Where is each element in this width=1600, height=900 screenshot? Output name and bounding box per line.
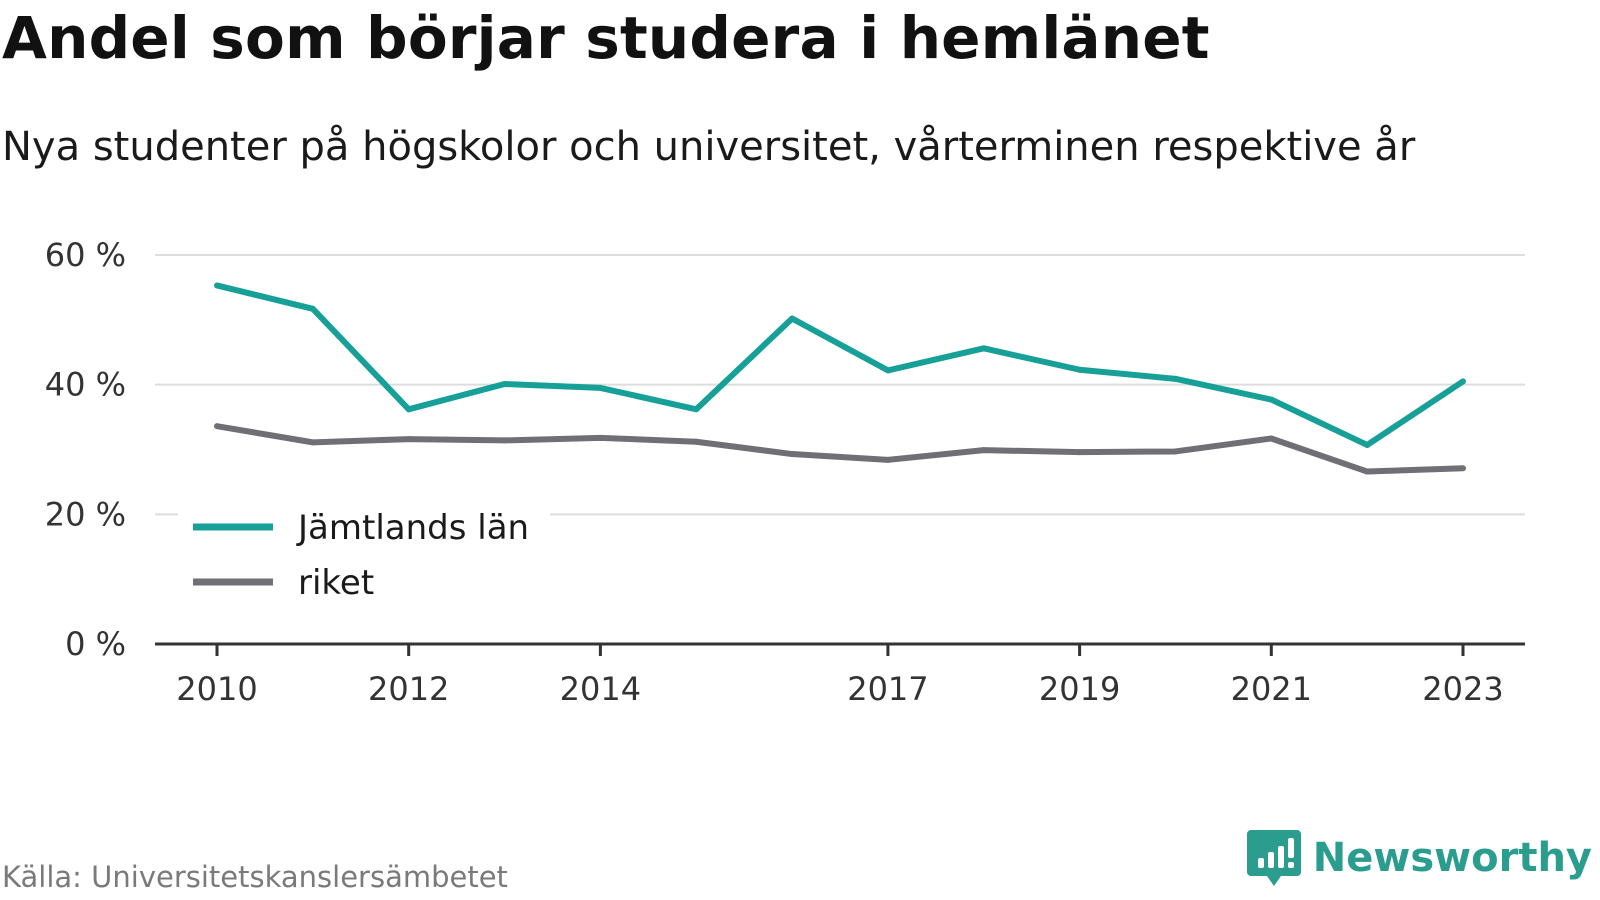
data-point bbox=[501, 437, 508, 444]
brand-logo: Newsworthy bbox=[1246, 828, 1592, 888]
data-point bbox=[884, 456, 891, 463]
x-tick-label: 2012 bbox=[368, 670, 449, 708]
data-point bbox=[789, 315, 796, 322]
data-point bbox=[214, 423, 220, 430]
y-tick-label: 0 % bbox=[65, 625, 126, 663]
series-line-1 bbox=[216, 282, 1465, 448]
data-point bbox=[980, 345, 987, 352]
legend-background bbox=[178, 498, 550, 618]
data-point bbox=[1076, 449, 1083, 456]
legend-label: riket bbox=[298, 563, 374, 603]
data-point bbox=[1364, 441, 1371, 448]
data-point bbox=[789, 451, 796, 458]
x-tick-label: 2010 bbox=[176, 670, 257, 708]
data-point bbox=[1172, 375, 1179, 382]
data-point bbox=[1460, 378, 1466, 385]
y-tick-label: 40 % bbox=[45, 366, 126, 404]
axes: 0 % 20 % 40 % 60 % 2010 2012 2014 2017 2019 2021 2… bbox=[45, 236, 1525, 708]
data-point bbox=[405, 436, 412, 443]
data-point bbox=[501, 381, 508, 388]
x-tick-label: 2019 bbox=[1039, 670, 1120, 708]
data-point bbox=[884, 367, 891, 374]
gridlines bbox=[155, 254, 1525, 516]
data-point bbox=[1268, 435, 1275, 442]
x-tick-label: 2021 bbox=[1231, 670, 1312, 708]
brand-name: Newsworthy bbox=[1312, 835, 1592, 881]
data-point bbox=[309, 439, 316, 446]
data-point bbox=[980, 447, 987, 454]
data-point bbox=[214, 282, 220, 289]
data-point bbox=[693, 406, 700, 413]
x-tick-label: 2023 bbox=[1422, 670, 1503, 708]
data-point bbox=[693, 438, 700, 445]
legend: Jämtlands län riket bbox=[178, 498, 550, 618]
data-point bbox=[1172, 448, 1179, 455]
data-point bbox=[1460, 465, 1466, 472]
source-note: Källa: Universitetskanslersämbetet bbox=[2, 860, 508, 894]
data-point bbox=[405, 406, 412, 413]
data-point bbox=[1364, 468, 1371, 475]
series-line-2 bbox=[216, 423, 1464, 475]
data-point bbox=[597, 384, 604, 391]
x-tick-label: 2017 bbox=[847, 670, 928, 708]
series-lines bbox=[214, 282, 1466, 475]
legend-label: Jämtlands län bbox=[296, 508, 529, 548]
data-point bbox=[597, 434, 604, 441]
y-tick-label: 60 % bbox=[45, 236, 126, 274]
y-tick-label: 20 % bbox=[45, 495, 126, 533]
data-point bbox=[1268, 396, 1275, 403]
bar-chart-speech-bubble-icon bbox=[1246, 830, 1301, 886]
chart-title: Andel som börjar studera i hemlänet bbox=[2, 4, 1210, 72]
data-point bbox=[1076, 366, 1083, 373]
x-tick-label: 2014 bbox=[560, 670, 641, 708]
data-point bbox=[309, 305, 316, 312]
chart-subtitle: Nya studenter på högskolor och universit… bbox=[2, 124, 1416, 170]
